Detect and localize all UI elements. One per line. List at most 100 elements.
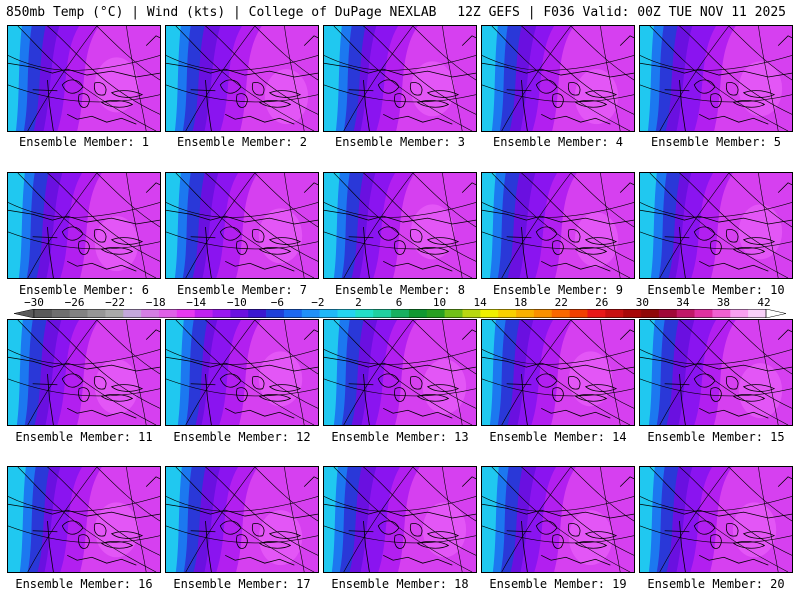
- member-caption-18: Ensemble Member: 18: [331, 577, 469, 591]
- member-map-10: [639, 172, 793, 279]
- colorbar-segment: [373, 309, 392, 318]
- colorbar-tick-label: −10: [226, 296, 247, 309]
- member-map-6: [7, 172, 161, 279]
- colorbar-segment: [158, 309, 178, 318]
- colorbar-tick-label: 14: [473, 296, 487, 309]
- colorbar-segment: [141, 309, 160, 318]
- member-map-14: [481, 319, 635, 426]
- member-map-20: [639, 466, 793, 573]
- colorbar-segment: [283, 309, 303, 318]
- member-map-9: [481, 172, 635, 279]
- colorbar-segment: [516, 309, 535, 318]
- colorbar-segment: [551, 309, 570, 318]
- colorbar-max-arrow: [765, 309, 786, 318]
- temperature-colorbar: [14, 309, 786, 318]
- colorbar-segment: [444, 309, 463, 318]
- member-map-4: [481, 25, 635, 132]
- colorbar-segment: [87, 309, 106, 318]
- member-map-11: [7, 319, 161, 426]
- colorbar-segment: [105, 309, 124, 318]
- colorbar-tick-label: 38: [716, 296, 731, 309]
- colorbar-segment: [480, 309, 499, 318]
- colorbar-segment: [712, 309, 731, 318]
- colorbar-segment: [230, 309, 249, 318]
- colorbar-tick-label: 18: [514, 296, 528, 309]
- member-map-1: [7, 25, 161, 132]
- member-map-5: [639, 25, 793, 132]
- colorbar-segment: [301, 309, 320, 318]
- member-map-3: [323, 25, 477, 132]
- colorbar-tick-label: 10: [432, 296, 447, 309]
- member-caption-7: Ensemble Member: 7: [176, 283, 308, 297]
- colorbar-segment: [408, 309, 428, 318]
- colorbar-segment: [676, 309, 695, 318]
- colorbar-segment: [212, 309, 231, 318]
- member-caption-6: Ensemble Member: 6: [18, 283, 150, 297]
- colorbar-tick-label: −30: [24, 296, 44, 309]
- colorbar-tick-label: 30: [635, 296, 649, 309]
- colorbar-segment: [176, 309, 195, 318]
- colorbar-tick-label: −22: [105, 296, 126, 309]
- colorbar-segment: [51, 309, 71, 318]
- colorbar-tick-label: 22: [554, 296, 568, 309]
- colorbar-segment: [498, 309, 517, 318]
- colorbar-segment: [194, 309, 213, 318]
- member-caption-12: Ensemble Member: 12: [173, 430, 311, 444]
- colorbar-segment: [266, 309, 285, 318]
- member-caption-9: Ensemble Member: 9: [492, 283, 624, 297]
- member-caption-19: Ensemble Member: 19: [489, 577, 627, 591]
- colorbar-segment: [248, 309, 267, 318]
- member-caption-5: Ensemble Member: 5: [650, 135, 782, 149]
- member-map-13: [323, 319, 477, 426]
- member-caption-10: Ensemble Member: 10: [647, 283, 785, 297]
- member-map-16: [7, 466, 161, 573]
- colorbar-tick-label: −2: [311, 296, 325, 309]
- member-caption-11: Ensemble Member: 11: [15, 430, 153, 444]
- member-map-2: [165, 25, 319, 132]
- member-caption-20: Ensemble Member: 20: [647, 577, 785, 591]
- model-valid-time: 12Z GEFS | F036 Valid: 00Z TUE NOV 11 20…: [457, 5, 786, 20]
- colorbar-segment: [587, 309, 606, 318]
- colorbar-min-arrow: [14, 309, 35, 318]
- member-caption-8: Ensemble Member: 8: [334, 283, 466, 297]
- colorbar-segment: [462, 309, 481, 318]
- colorbar-tick-label: −18: [145, 296, 166, 309]
- colorbar-segment: [319, 309, 338, 318]
- member-map-15: [639, 319, 793, 426]
- colorbar-segment: [730, 309, 749, 318]
- colorbar-segment: [641, 309, 660, 318]
- colorbar-segment: [748, 309, 767, 318]
- colorbar-segment: [123, 309, 142, 318]
- member-caption-1: Ensemble Member: 1: [18, 135, 150, 149]
- colorbar-tick-label: 42: [757, 296, 771, 309]
- member-map-19: [481, 466, 635, 573]
- colorbar-tick-label: −26: [64, 296, 85, 309]
- colorbar-segment: [533, 309, 553, 318]
- colorbar-segment: [569, 309, 588, 318]
- colorbar-segment: [34, 309, 53, 318]
- colorbar-segment: [694, 309, 713, 318]
- colorbar-segment: [658, 309, 678, 318]
- colorbar-tick-label: 6: [395, 296, 403, 309]
- member-caption-4: Ensemble Member: 4: [492, 135, 624, 149]
- colorbar-tick-label: −6: [270, 296, 284, 309]
- chart-title: 850mb Temp (°C) | Wind (kts) | College o…: [6, 5, 437, 20]
- member-caption-3: Ensemble Member: 3: [334, 135, 466, 149]
- member-map-8: [323, 172, 477, 279]
- colorbar-tick-label: 34: [676, 296, 690, 309]
- member-caption-17: Ensemble Member: 17: [173, 577, 311, 591]
- colorbar-tick-label: −14: [186, 296, 207, 309]
- member-caption-13: Ensemble Member: 13: [331, 430, 469, 444]
- member-map-12: [165, 319, 319, 426]
- member-caption-16: Ensemble Member: 16: [15, 577, 153, 591]
- colorbar-segment: [337, 309, 356, 318]
- colorbar-segment: [391, 309, 410, 318]
- colorbar-segment: [355, 309, 374, 318]
- member-caption-15: Ensemble Member: 15: [647, 430, 785, 444]
- member-caption-14: Ensemble Member: 14: [489, 430, 627, 444]
- colorbar-tick-label: 2: [355, 296, 362, 309]
- member-map-7: [165, 172, 319, 279]
- colorbar-tick-label: 26: [595, 296, 609, 309]
- member-map-18: [323, 466, 477, 573]
- member-caption-2: Ensemble Member: 2: [176, 135, 308, 149]
